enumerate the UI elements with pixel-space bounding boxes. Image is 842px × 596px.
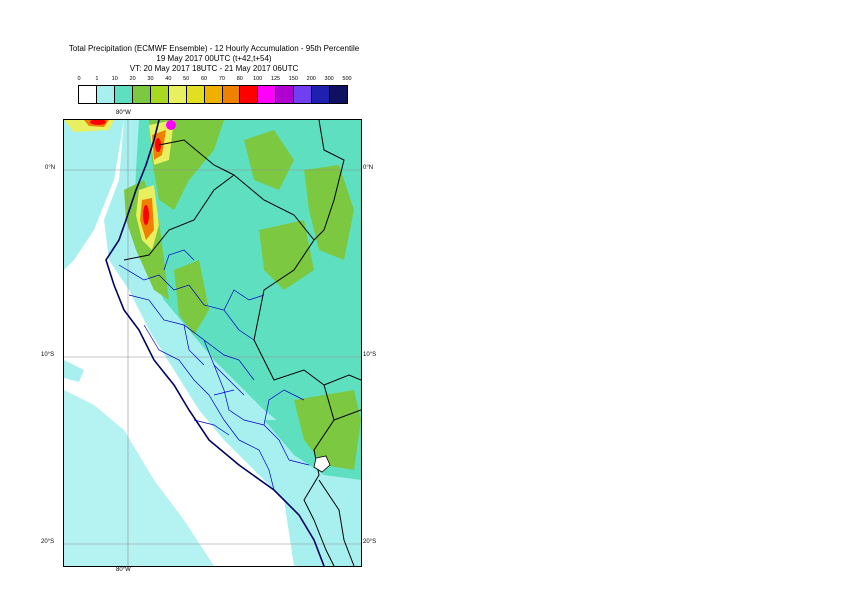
legend-label: 200: [306, 76, 316, 82]
lat-label-left-0: 0°N: [45, 165, 56, 171]
legend-swatch: [204, 86, 223, 103]
heavy-band-east-2: [304, 165, 354, 260]
border-ecuador-peru: [123, 174, 235, 261]
legend-label: 60: [201, 76, 208, 82]
ocean-precip-south: [64, 390, 214, 566]
red-peak-1: [143, 205, 149, 225]
map-canvas: [64, 120, 361, 566]
legend-swatch: [79, 86, 97, 103]
legend-label: 50: [183, 76, 190, 82]
legend-swatch: [168, 86, 187, 103]
region-boundaries: [118, 249, 310, 491]
border-peru-colombia-brazil: [233, 174, 325, 386]
legend-swatch: [114, 86, 133, 103]
heavy-band-east-1: [244, 130, 294, 190]
map-title: Total Precipitation (ECMWF Ensemble) - 1…: [30, 44, 398, 74]
legend-label: 40: [165, 76, 172, 82]
legend-label: 10: [111, 76, 118, 82]
ocean-precip-north: [64, 120, 124, 270]
legend-labels: 0 1 10 20 30 40 50 60 70 80 100 125 150 200 300 500: [77, 76, 351, 85]
legend-label: 70: [218, 76, 225, 82]
heavy-band-inland: [174, 260, 209, 335]
magenta-peak: [166, 120, 176, 130]
top-longitude-label: 80°W: [116, 110, 131, 116]
bottom-longitude-label: 80°W: [116, 567, 131, 573]
legend-label: 300: [324, 76, 334, 82]
legend-bar: [78, 85, 348, 104]
heavy-band-central: [259, 220, 314, 290]
land-medium-area: [134, 120, 361, 465]
legend-swatch: [150, 86, 169, 103]
legend-swatch: [330, 86, 348, 103]
lat-label-right-0: 0°N: [363, 165, 374, 171]
precipitation-map: [63, 119, 362, 567]
color-legend: 0 1 10 20 30 40 50 60 70 80 100 125 150 200 300 500: [77, 76, 352, 104]
legend-label: 20: [129, 76, 136, 82]
border-colombia-venezuela-brazil: [313, 120, 345, 241]
legend-label: 100: [253, 76, 263, 82]
legend-swatch: [240, 86, 259, 103]
legend-swatch: [222, 86, 241, 103]
legend-swatch: [294, 86, 313, 103]
border-brazil-bolivia: [323, 374, 361, 421]
legend-label: 80: [236, 76, 243, 82]
legend-label: 30: [147, 76, 154, 82]
lat-label-right-20: 20°S: [363, 539, 377, 545]
legend-label: 125: [270, 76, 281, 82]
border-colombia-ecuador: [158, 139, 235, 176]
lat-label-left-10: 10°S: [41, 352, 55, 358]
legend-swatch: [132, 86, 151, 103]
title-line-1: Total Precipitation (ECMWF Ensemble) - 1…: [68, 44, 360, 53]
legend-swatch: [186, 86, 205, 103]
red-peak-2: [155, 138, 161, 152]
legend-label: 1: [95, 76, 99, 82]
lake-titicaca: [313, 455, 331, 473]
red-peak-3: [90, 120, 106, 125]
ocean-precip-mid: [64, 360, 84, 382]
border-chile-argentina: [318, 479, 355, 566]
lat-label-right-10: 10°S: [363, 352, 377, 358]
legend-label: 500: [342, 76, 352, 82]
legend-swatch: [276, 86, 295, 103]
legend-swatch: [312, 86, 331, 103]
legend-label: 150: [288, 76, 298, 82]
border-bolivia-chile: [313, 519, 335, 566]
title-line-2: 19 May 2017 00UTC (t+42,t+54): [156, 54, 272, 63]
legend-swatch: [96, 86, 115, 103]
legend-label: 0: [77, 76, 81, 82]
title-line-3: VT: 20 May 2017 18UTC - 21 May 2017 06UT…: [129, 64, 299, 73]
lat-label-left-20: 20°S: [41, 539, 55, 545]
legend-swatch: [258, 86, 277, 103]
